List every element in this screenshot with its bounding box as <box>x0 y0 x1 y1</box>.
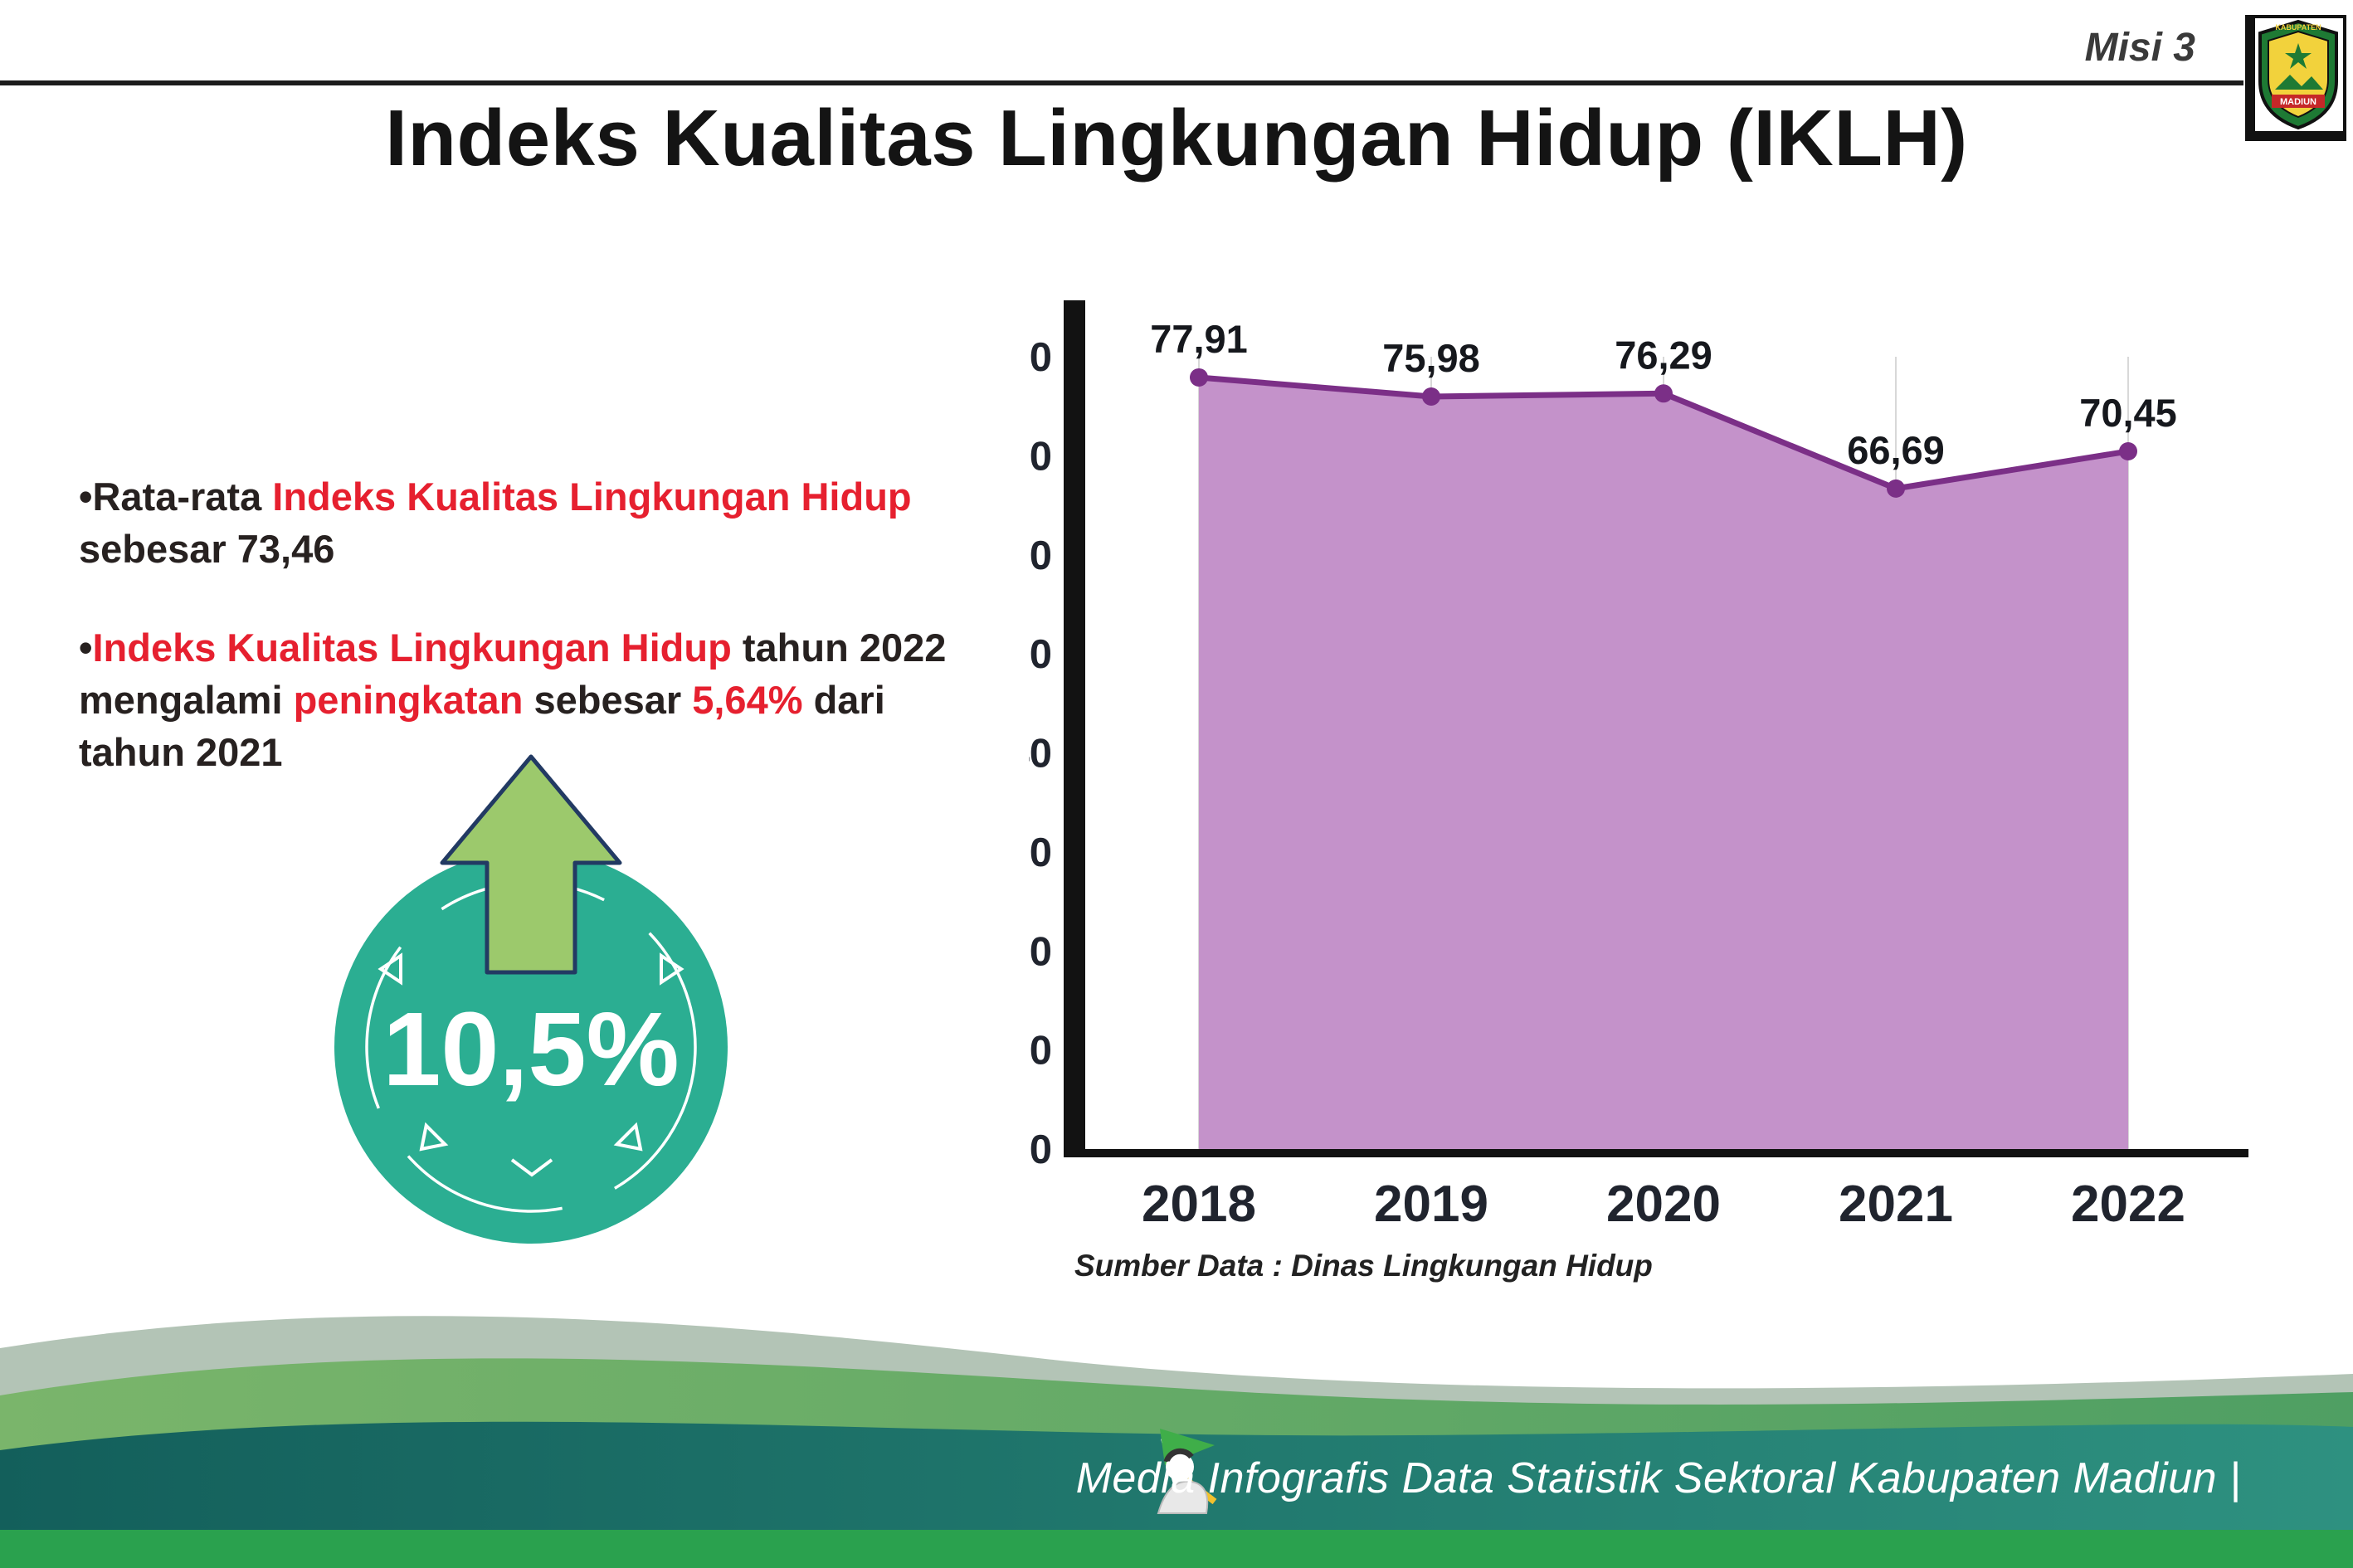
data-point <box>1654 384 1673 403</box>
logo-top-text: KABUPATEN <box>2275 23 2321 32</box>
data-point <box>2119 442 2137 461</box>
y-tick-label: 30 <box>1029 830 1052 875</box>
x-category-label: 2019 <box>1374 1176 1488 1233</box>
y-tick-label: 40 <box>1029 732 1052 777</box>
x-category-label: 2021 <box>1839 1176 1953 1233</box>
data-point-label: 66,69 <box>1847 428 1945 472</box>
source-note: Sumber Data : Dinas Lingkungan Hidup <box>1074 1249 1653 1283</box>
bullet-text: sebesar 73,46 <box>79 526 335 571</box>
crest-icon: KABUPATEN MADIUN <box>2258 19 2338 130</box>
data-point <box>1190 368 1208 387</box>
bullet-text: Rata-rata <box>92 475 273 519</box>
x-category-label: 2020 <box>1606 1176 1721 1233</box>
highlight-text: Indeks Kualitas Lingkungan Hidup <box>92 625 732 670</box>
bullet-marker: • <box>79 625 93 670</box>
area-fill <box>1199 377 2128 1150</box>
highlight-text: peningkatan <box>293 677 524 722</box>
y-tick-label: 20 <box>1029 929 1052 974</box>
badge-value: 10,5% <box>382 991 679 1108</box>
bullet-marker: • <box>79 475 93 519</box>
increase-badge: 10,5% <box>319 747 751 1257</box>
data-point-label: 75,98 <box>1382 336 1480 380</box>
highlight-text: Indeks Kualitas Lingkungan Hidup <box>272 475 912 519</box>
bullet-text: dari tahun 2021 <box>79 677 885 774</box>
bullet-item-average: •Rata-rata Indeks Kualitas Lingkungan Hi… <box>79 471 967 576</box>
bottom-strip <box>0 1530 2353 1568</box>
y-tick-label: 0 <box>1030 1127 1052 1172</box>
bullet-text: sebesar <box>523 677 693 722</box>
bullet-item-increase: •Indeks Kualitas Lingkungan Hidup tahun … <box>79 622 967 779</box>
logo-bottom-text: MADIUN <box>2280 97 2316 107</box>
y-tick-label: 80 <box>1029 335 1052 380</box>
data-point <box>1887 479 1905 498</box>
highlight-text: 5,64% <box>692 677 803 722</box>
up-arrow-icon <box>440 754 622 975</box>
y-tick-label: 10 <box>1029 1029 1052 1074</box>
badge-decoration <box>378 952 684 1177</box>
mascot-icon <box>1157 1429 1217 1514</box>
footer-waves <box>0 1316 2353 1568</box>
x-axis <box>1064 1149 2248 1157</box>
x-category-label: 2022 <box>2071 1176 2185 1233</box>
header-rule <box>0 80 2243 85</box>
y-tick-label: 60 <box>1029 533 1052 578</box>
data-point-label: 76,29 <box>1615 333 1712 377</box>
footer-credit: Media Infografis Data Statistik Sektoral… <box>1075 1454 2241 1502</box>
data-point <box>1422 387 1440 406</box>
y-tick-label: 70 <box>1029 434 1052 479</box>
bullet-list: •Rata-rata Indeks Kualitas Lingkungan Hi… <box>79 471 967 779</box>
kabupaten-madiun-logo: KABUPATEN MADIUN <box>2245 15 2346 141</box>
data-point-label: 77,91 <box>1150 317 1248 361</box>
misi-label: Misi 3 <box>2084 26 2195 70</box>
iklh-area-chart: 0 10 20 30 40 50 60 70 80 2018 2019 2020 2021 2022 77,… <box>1006 290 2282 1244</box>
x-category-label: 2018 <box>1142 1176 1256 1233</box>
page-title: Indeks Kualitas Lingkungan Hidup (IKLH) <box>385 94 1968 183</box>
bullet-text: tahun 2022 mengalami <box>79 625 947 722</box>
y-axis <box>1064 300 1085 1157</box>
data-point-label: 70,45 <box>2079 391 2177 435</box>
y-tick-label: 50 <box>1029 632 1052 677</box>
